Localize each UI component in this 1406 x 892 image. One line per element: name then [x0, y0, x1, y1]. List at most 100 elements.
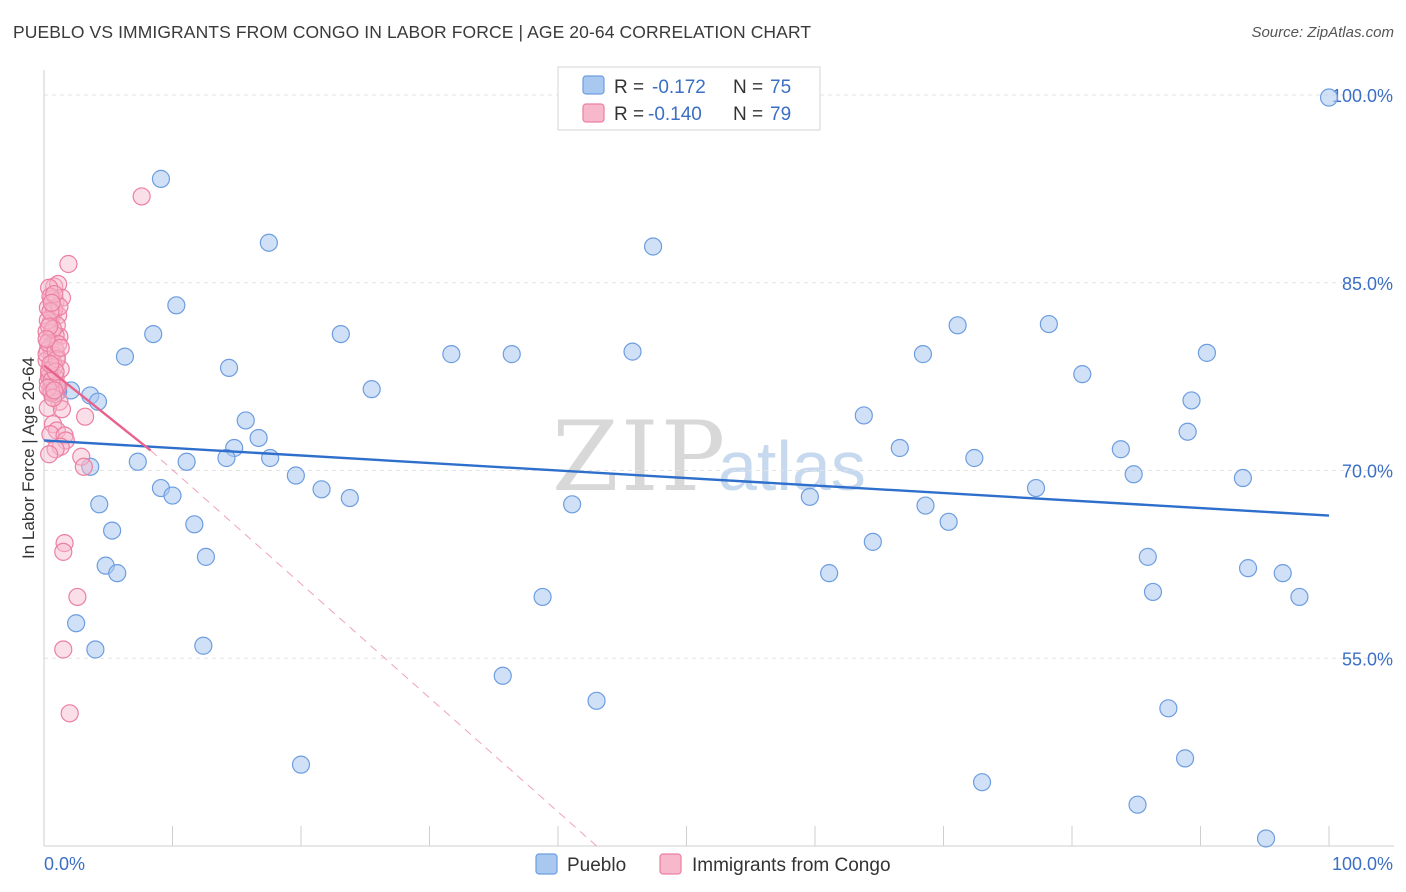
pueblo-point-2 [151, 169, 171, 188]
legend-n-label-1: N = [733, 77, 763, 98]
congo-point-76 [51, 338, 70, 357]
pueblo-point-40 [1233, 468, 1253, 488]
pueblo-point-43 [340, 488, 359, 508]
pueblo-point-66 [493, 666, 512, 685]
congo-point-44 [74, 457, 93, 476]
pueblo-point-12 [623, 342, 642, 361]
legend-r-value-1: -0.172 [652, 77, 706, 98]
pueblo-point-54 [1138, 547, 1157, 566]
pueblo-point-72 [1128, 795, 1147, 814]
congo-point-32 [38, 398, 57, 418]
pueblo-point-56 [108, 564, 127, 583]
pueblo-point-63 [67, 614, 86, 633]
pueblo-point-34 [261, 448, 280, 468]
congo-point-48 [54, 640, 73, 659]
correlation-legend: R = -0.172 N = 75 R = -0.140 N = 79 [557, 66, 821, 131]
legend-n-value-2: 79 [770, 104, 791, 125]
pueblo-point-73 [1256, 829, 1276, 848]
series-legend: Pueblo Immigrants from Congo [535, 853, 891, 876]
pueblo-point-11 [502, 345, 521, 364]
pueblo-point-13 [913, 345, 933, 364]
pueblo-point-57 [820, 564, 839, 583]
pueblo-point-33 [217, 448, 236, 468]
congo-point-78 [45, 381, 64, 400]
y-axis-label: In Labor Force | Age 20-64 [19, 357, 38, 559]
congo-point-0 [132, 187, 151, 206]
legend-swatch-pueblo [582, 75, 605, 95]
y-tick-label-85: 85.0% [1342, 274, 1393, 294]
pueblo-point-9 [219, 358, 239, 377]
pueblo-point-7 [331, 324, 350, 344]
pueblo-point-36 [81, 457, 100, 476]
y-tick-label-55: 55.0% [1342, 649, 1393, 669]
x-axis-ticks [172, 826, 1330, 846]
pueblo-point-46 [90, 495, 109, 514]
pueblo-point-50 [103, 521, 122, 540]
congo-trend-extension [150, 450, 597, 847]
y-tick-labels: 55.0% 70.0% 85.0% 100.0% [1332, 86, 1393, 669]
congo-point-75 [37, 329, 56, 349]
congo-point-46 [54, 542, 73, 561]
congo-point-1 [59, 254, 78, 274]
pueblo-point-6 [144, 324, 163, 344]
pueblo-point-53 [196, 547, 216, 566]
grid-lines [44, 94, 1394, 659]
pueblo-point-51 [939, 512, 958, 531]
pueblo-point-59 [1273, 564, 1292, 583]
pueblo-point-49 [185, 515, 204, 534]
pueblo-point-68 [1159, 699, 1178, 718]
pueblo-point-1 [1319, 88, 1339, 107]
congo-point-47 [68, 587, 87, 607]
pueblo-point-26 [249, 428, 268, 448]
y-tick-label-70: 70.0% [1342, 462, 1393, 482]
pueblo-point-70 [1175, 749, 1195, 768]
pueblo-trend-line [43, 439, 1330, 517]
pueblo-points [49, 88, 1339, 848]
pueblo-point-44 [800, 487, 819, 506]
bottom-legend-swatch-congo [659, 853, 682, 875]
congo-point-42 [40, 445, 59, 464]
bottom-legend-swatch-pueblo [535, 853, 558, 875]
pueblo-point-30 [1178, 422, 1197, 441]
pueblo-point-42 [163, 486, 182, 505]
pueblo-point-29 [1111, 440, 1130, 459]
legend-r-value-2: -0.140 [648, 104, 702, 125]
pueblo-point-8 [115, 347, 135, 366]
pueblo-point-52 [863, 532, 882, 551]
pueblo-point-28 [890, 438, 909, 458]
pueblo-point-67 [587, 691, 606, 710]
bottom-legend-congo: Immigrants from Congo [692, 855, 891, 876]
pueblo-point-47 [563, 495, 582, 514]
pueblo-point-17 [362, 380, 381, 399]
watermark-zip: ZIP [552, 401, 727, 513]
pueblo-point-25 [236, 411, 255, 430]
congo-point-34 [76, 407, 95, 426]
legend-r-label-2: R = [614, 104, 644, 125]
pueblo-point-14 [948, 316, 967, 335]
pueblo-point-22 [1073, 365, 1092, 384]
pueblo-point-58 [1238, 559, 1258, 578]
pueblo-point-16 [1197, 343, 1217, 362]
pueblo-point-23 [1182, 391, 1201, 410]
chart-title: PUEBLO VS IMMIGRANTS FROM CONGO IN LABOR… [13, 22, 812, 42]
congo-point-73 [42, 293, 61, 312]
pueblo-point-35 [965, 448, 984, 468]
congo-points [37, 187, 151, 723]
pueblo-point-45 [1026, 478, 1046, 498]
pueblo-point-5 [167, 296, 186, 315]
pueblo-point-3 [259, 233, 278, 252]
legend-n-label-2: N = [733, 104, 763, 125]
pueblo-point-69 [291, 755, 311, 774]
legend-n-value-1: 75 [770, 77, 791, 98]
axes [43, 70, 1394, 847]
pueblo-point-31 [128, 452, 147, 471]
pueblo-point-61 [1143, 582, 1163, 602]
pueblo-point-4 [643, 237, 663, 256]
congo-point-70 [43, 388, 63, 408]
source-label: Source: ZipAtlas.com [1251, 24, 1394, 41]
y-tick-label-100: 100.0% [1332, 86, 1393, 106]
trend-lines [43, 364, 1330, 847]
pueblo-point-48 [916, 496, 935, 515]
pueblo-point-64 [86, 640, 105, 659]
